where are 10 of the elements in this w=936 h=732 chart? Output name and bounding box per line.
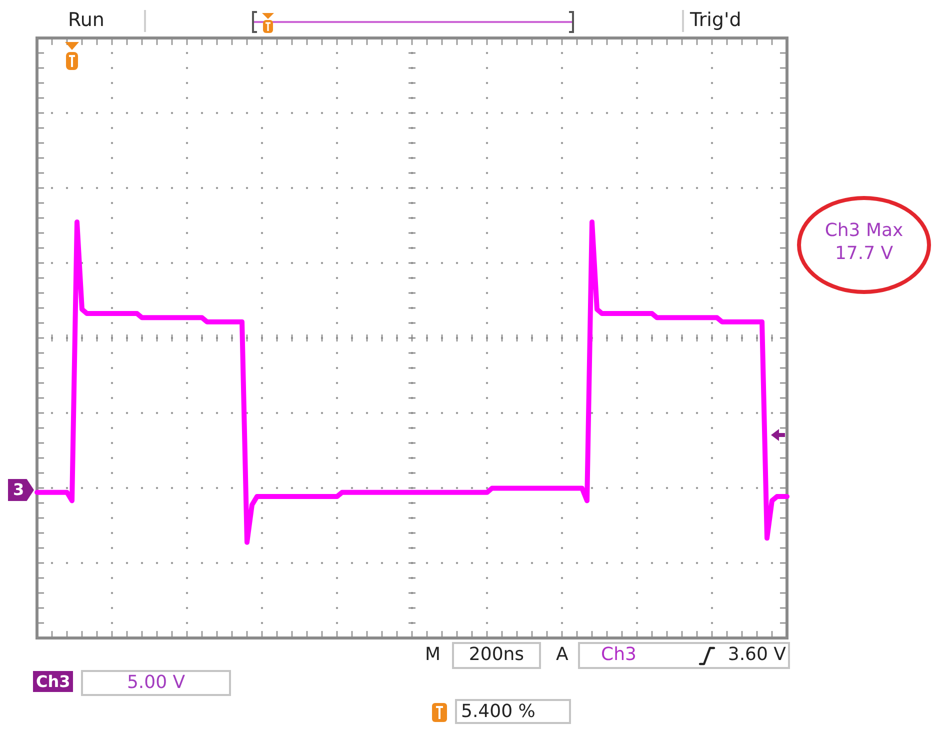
text: Ch3 Max 17.7 V [824, 219, 904, 266]
text: Run [68, 9, 104, 32]
text: 3.60 V [726, 644, 786, 666]
text: M [425, 644, 441, 666]
text: Ch3 [601, 644, 636, 666]
text: A [556, 644, 568, 666]
text: Ch3 [33, 671, 74, 692]
text: 5.400 % [461, 701, 536, 723]
text: Trig'd [690, 9, 742, 32]
text: 3 [8, 479, 34, 501]
